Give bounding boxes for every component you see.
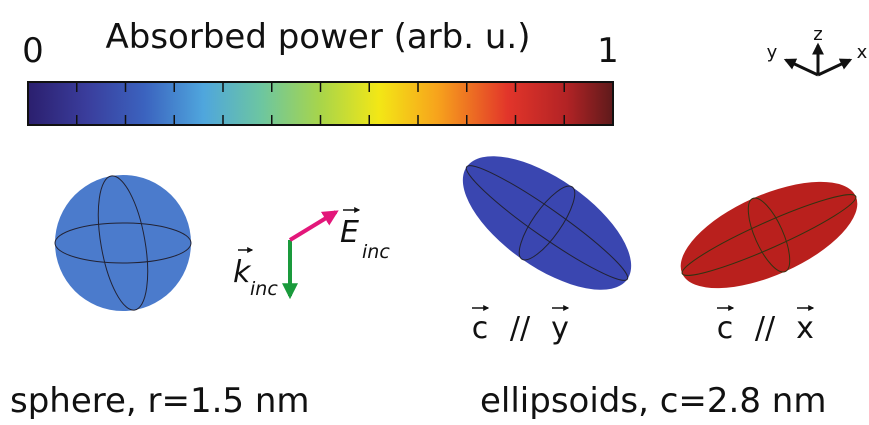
colorbar-ticks xyxy=(76,82,565,125)
axis-x: x xyxy=(857,42,868,63)
axis-symbol: x xyxy=(796,311,814,346)
k-subscript: inc xyxy=(250,278,278,300)
caption-sphere: sphere, r=1.5 nm xyxy=(10,381,310,421)
parallel-sign: // xyxy=(755,311,776,346)
sphere-grid xyxy=(54,175,192,311)
caption-ellipsoids: ellipsoids, c=2.8 nm xyxy=(480,381,826,421)
ellipsoid-grid xyxy=(681,194,857,276)
parallel-sign: // xyxy=(510,311,531,346)
ellipsoid-grid xyxy=(465,165,629,281)
axis-symbol: y xyxy=(551,311,569,346)
k-label: k xyxy=(233,255,252,290)
colorbar-label: Absorbed power (arb. u.) xyxy=(105,17,530,57)
axes-icon xyxy=(783,42,853,77)
e-subscript: inc xyxy=(362,241,390,263)
e-arrow xyxy=(288,210,339,242)
axis-z: z xyxy=(813,24,822,45)
sphere xyxy=(55,175,191,311)
vector-symbol: c xyxy=(717,311,734,346)
ellipsoid-y xyxy=(462,156,632,290)
vector-symbol: c xyxy=(472,311,489,346)
e-label: E xyxy=(340,215,359,250)
axis-y: y xyxy=(767,42,778,63)
ellipsoid-x xyxy=(680,181,858,289)
colorbar-max: 1 xyxy=(597,31,619,71)
colorbar-min: 0 xyxy=(22,31,44,71)
